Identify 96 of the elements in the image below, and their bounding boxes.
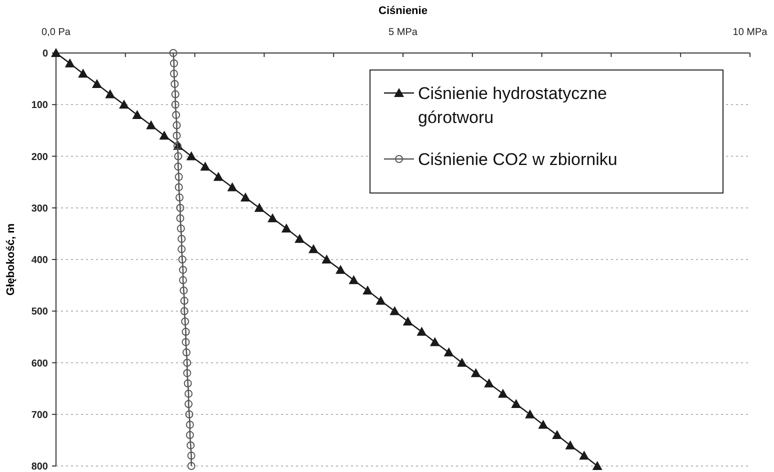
point — [430, 337, 440, 346]
point — [186, 151, 196, 160]
point — [119, 100, 130, 109]
point — [240, 192, 250, 202]
point — [184, 400, 193, 408]
point — [174, 162, 182, 171]
point — [176, 194, 184, 202]
point — [176, 214, 184, 222]
point — [64, 58, 75, 68]
point — [146, 120, 156, 130]
point — [484, 378, 494, 388]
legend-label: Ciśnienie CO2 w zbiorniku — [418, 150, 618, 169]
point — [186, 441, 195, 450]
y-tick-label: 400 — [31, 255, 48, 266]
point — [186, 420, 194, 429]
point — [336, 264, 346, 274]
point — [184, 390, 193, 398]
point — [132, 110, 142, 119]
point — [376, 296, 386, 305]
x-tick-label: 5 MPa — [388, 27, 418, 38]
point — [187, 462, 196, 470]
point — [51, 48, 61, 57]
point — [565, 440, 576, 450]
point — [552, 430, 562, 440]
point — [456, 358, 467, 367]
point — [416, 326, 427, 336]
y-axis-title: Głębokość, m — [5, 223, 17, 296]
point — [498, 388, 508, 398]
point — [176, 204, 184, 212]
point — [182, 328, 190, 336]
point — [176, 224, 185, 233]
point — [294, 234, 305, 243]
point — [362, 285, 373, 294]
point — [170, 59, 178, 68]
point — [227, 182, 238, 192]
point — [172, 132, 181, 140]
point — [78, 68, 88, 78]
point — [511, 399, 522, 408]
y-tick-label: 300 — [31, 203, 48, 214]
point — [348, 275, 359, 284]
point — [174, 152, 182, 160]
x-axis-title: Ciśnienie — [378, 5, 428, 17]
point — [170, 70, 178, 78]
point — [178, 245, 186, 254]
point — [444, 347, 454, 356]
point — [183, 358, 192, 367]
y-tick-label: 500 — [31, 306, 48, 318]
point — [180, 286, 188, 294]
point — [171, 90, 180, 98]
point — [187, 452, 196, 460]
point — [172, 121, 181, 130]
point — [174, 172, 183, 181]
point — [179, 266, 187, 274]
point — [92, 78, 102, 88]
point — [171, 100, 180, 109]
point — [592, 461, 602, 470]
point — [178, 256, 186, 264]
point — [538, 420, 548, 429]
point — [268, 213, 278, 222]
point — [213, 172, 224, 181]
point — [170, 80, 179, 88]
y-tick-label: 700 — [31, 410, 48, 421]
point — [322, 254, 332, 264]
point — [470, 368, 481, 378]
point — [182, 338, 190, 346]
point — [178, 234, 186, 243]
point — [179, 276, 187, 284]
y-tick-label: 600 — [31, 358, 48, 370]
point — [180, 307, 188, 316]
point — [169, 49, 178, 57]
y-tick-label: 800 — [31, 462, 48, 472]
point — [180, 296, 188, 305]
point — [200, 162, 210, 171]
point — [525, 409, 535, 418]
point — [402, 316, 413, 326]
point — [182, 348, 190, 356]
x-tick-label: 10 MPa — [732, 27, 768, 38]
point — [183, 369, 192, 378]
point — [159, 130, 170, 140]
legend-label: Ciśnienie hydrostatyczne górotworu — [418, 84, 607, 127]
point — [281, 224, 292, 233]
point — [181, 317, 190, 326]
point — [172, 110, 180, 119]
point — [579, 450, 590, 460]
y-tick-label: 100 — [31, 100, 48, 112]
x-tick-label: 0,0 Pa — [42, 27, 71, 38]
point — [105, 89, 116, 98]
point — [254, 202, 264, 212]
point — [174, 183, 183, 192]
point — [390, 306, 400, 316]
point — [184, 379, 192, 388]
point — [185, 410, 194, 418]
point — [186, 431, 194, 440]
point — [308, 244, 318, 254]
y-tick-label: 0 — [42, 48, 48, 60]
y-tick-label: 200 — [31, 152, 48, 163]
